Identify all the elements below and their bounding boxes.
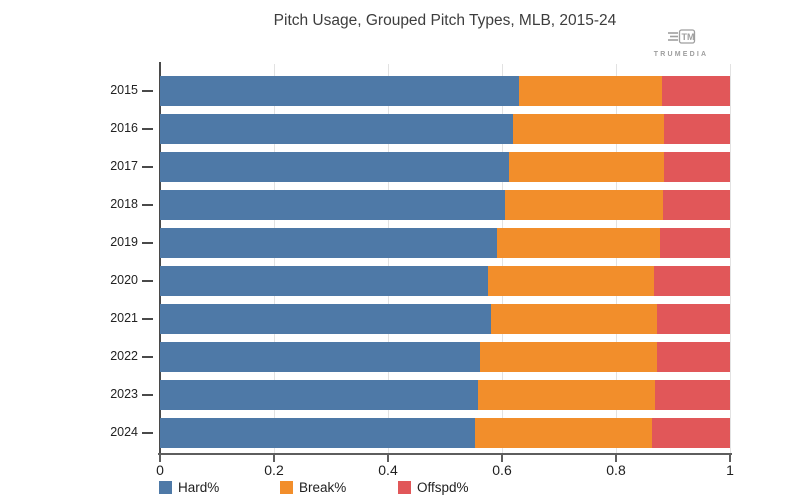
trumedia-wordmark: TRUMEDIA: [653, 51, 709, 58]
y-tick: [142, 318, 153, 320]
bar-row-2020: [160, 266, 730, 296]
y-tick: [142, 280, 153, 282]
bar-segment-2017-break[interactable]: [508, 152, 665, 182]
gridline: [729, 64, 731, 454]
bar-row-2018: [160, 190, 730, 220]
y-tick: [142, 166, 153, 168]
bar-row-2022: [160, 342, 730, 372]
x-tick-label: 0: [156, 462, 164, 478]
y-tick: [142, 394, 153, 396]
legend-swatch-hard: [159, 481, 172, 494]
x-tick: [501, 455, 503, 462]
y-tick-label: 2023: [110, 387, 138, 401]
x-tick: [273, 455, 275, 462]
bar-segment-2019-break[interactable]: [497, 228, 661, 258]
bar-segment-2015-hard[interactable]: [160, 76, 520, 106]
x-tick-label: 0.2: [264, 462, 284, 478]
legend-label: Break%: [299, 480, 347, 495]
bar-row-2015: [160, 76, 730, 106]
y-tick: [142, 242, 153, 244]
bar-segment-2022-offspd[interactable]: [657, 342, 730, 372]
y-tick-label: 2020: [110, 273, 138, 287]
bar-segment-2020-break[interactable]: [487, 266, 655, 296]
x-tick: [615, 455, 617, 462]
y-tick-label: 2016: [110, 121, 138, 135]
bar-segment-2023-offspd[interactable]: [654, 380, 730, 410]
x-tick-label: 0.4: [378, 462, 398, 478]
y-tick-label: 2019: [110, 235, 138, 249]
bar-segment-2020-hard[interactable]: [160, 266, 488, 296]
chart-title: Pitch Usage, Grouped Pitch Types, MLB, 2…: [273, 12, 617, 29]
bar-segment-2021-break[interactable]: [491, 304, 658, 334]
legend-item-hard[interactable]: Hard%: [159, 479, 219, 496]
svg-text:TM: TM: [682, 32, 695, 42]
x-tick-label: 0.6: [492, 462, 512, 478]
legend-swatch-break: [280, 481, 293, 494]
bar-segment-2020-offspd[interactable]: [654, 266, 730, 296]
y-tick: [142, 204, 153, 206]
x-tick-label: 0.8: [606, 462, 626, 478]
bar-segment-2023-break[interactable]: [478, 380, 655, 410]
legend-label: Offspd%: [417, 480, 469, 495]
gridline: [273, 64, 275, 454]
bar-segment-2024-offspd[interactable]: [652, 418, 730, 448]
bar-segment-2018-offspd[interactable]: [663, 190, 730, 220]
trumedia-logo: TM TRUMEDIA: [638, 29, 724, 58]
bar-row-2023: [160, 380, 730, 410]
y-tick-label: 2015: [110, 83, 138, 97]
legend-item-offspd[interactable]: Offspd%: [398, 479, 469, 496]
y-tick: [142, 356, 153, 358]
bar-segment-2015-break[interactable]: [519, 76, 662, 106]
y-tick-label: 2022: [110, 349, 138, 363]
legend-item-break[interactable]: Break%: [280, 479, 346, 496]
bar-segment-2022-hard[interactable]: [160, 342, 481, 372]
bar-segment-2015-offspd[interactable]: [661, 76, 730, 106]
bar-segment-2021-offspd[interactable]: [657, 304, 730, 334]
bar-row-2019: [160, 228, 730, 258]
x-axis-line: [158, 453, 732, 455]
x-tick: [729, 455, 731, 462]
bar-segment-2019-offspd[interactable]: [660, 228, 730, 258]
y-tick-label: 2024: [110, 425, 138, 439]
bar-segment-2018-break[interactable]: [505, 190, 664, 220]
bar-segment-2017-hard[interactable]: [160, 152, 509, 182]
bar-row-2016: [160, 114, 730, 144]
y-tick-label: 2021: [110, 311, 138, 325]
gridline: [501, 64, 503, 454]
y-tick: [142, 90, 153, 92]
bar-row-2021: [160, 304, 730, 334]
bar-segment-2019-hard[interactable]: [160, 228, 498, 258]
y-tick: [142, 432, 153, 434]
gridline: [615, 64, 617, 454]
trumedia-icon: TM: [668, 29, 696, 44]
bar-segment-2021-hard[interactable]: [160, 304, 492, 334]
y-tick-label: 2017: [110, 159, 138, 173]
legend-label: Hard%: [178, 480, 220, 495]
bar-segment-2016-offspd[interactable]: [663, 114, 730, 144]
bar-segment-2017-offspd[interactable]: [664, 152, 730, 182]
bar-segment-2016-hard[interactable]: [160, 114, 514, 144]
y-axis-line: [159, 62, 161, 454]
bar-segment-2023-hard[interactable]: [160, 380, 479, 410]
y-tick-label: 2018: [110, 197, 138, 211]
bar-segment-2024-break[interactable]: [474, 418, 653, 448]
x-tick: [159, 455, 161, 462]
gridline: [387, 64, 389, 454]
x-tick: [387, 455, 389, 462]
bar-segment-2018-hard[interactable]: [160, 190, 506, 220]
bar-segment-2024-hard[interactable]: [160, 418, 475, 448]
bar-row-2017: [160, 152, 730, 182]
y-tick: [142, 128, 153, 130]
x-tick-label: 1: [726, 462, 734, 478]
bar-row-2024: [160, 418, 730, 448]
legend-swatch-offspd: [398, 481, 411, 494]
plot-area: [160, 64, 731, 454]
bar-segment-2022-break[interactable]: [480, 342, 658, 372]
bar-segment-2016-break[interactable]: [513, 114, 664, 144]
